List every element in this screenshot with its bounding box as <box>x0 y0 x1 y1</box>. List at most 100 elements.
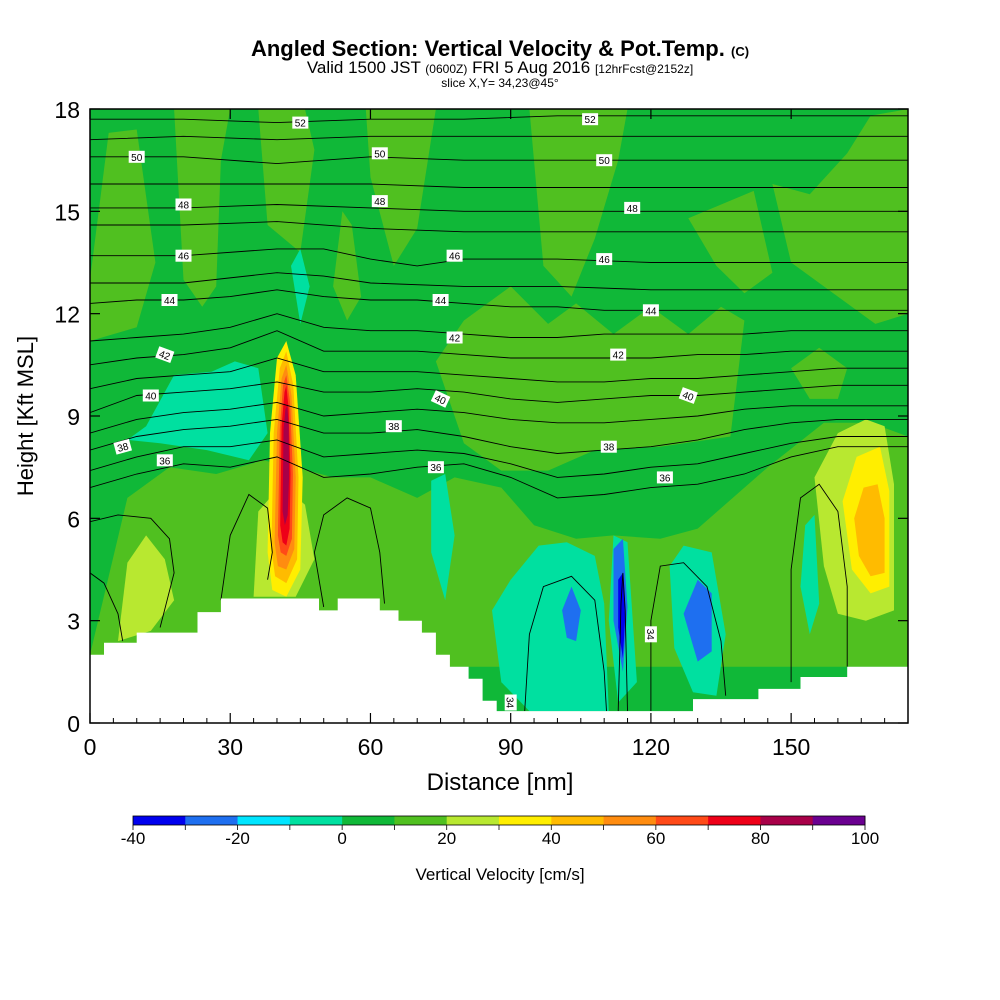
theta-contour <box>650 562 727 712</box>
theta-contour <box>90 381 908 414</box>
contour-label: 38 <box>385 420 402 433</box>
contour-label-box <box>644 626 657 643</box>
contour-label: 48 <box>175 198 192 212</box>
contour-label-text: 50 <box>374 149 386 160</box>
contour-label: 34 <box>644 626 657 643</box>
contour-label-box <box>156 454 173 467</box>
velocity-fill-layer <box>90 109 908 712</box>
colorbar-swatch <box>446 816 500 825</box>
theta-contour <box>90 248 908 267</box>
contour-label-box <box>656 471 673 484</box>
contour-label: 52 <box>582 113 599 126</box>
contour-label-text: 36 <box>159 456 171 467</box>
contour-label-text: 42 <box>157 349 172 363</box>
colorbar-tick-label: -20 <box>225 829 250 848</box>
x-tick-label: 150 <box>772 734 810 760</box>
y-tick-label: 3 <box>67 609 80 635</box>
contour-label: 38 <box>600 440 617 454</box>
x-tick-label: 0 <box>84 734 97 760</box>
colorbar-swatch <box>760 816 814 825</box>
theta-contour-layer <box>90 115 908 712</box>
velocity-region <box>118 535 175 642</box>
contour-label-text: 50 <box>599 156 611 167</box>
valid-time-line: Valid 1500 JST (0600Z) FRI 5 Aug 2016 [1… <box>0 59 1000 78</box>
chart-title-text: Angled Section: Vertical Velocity & Pot.… <box>250 36 725 61</box>
contour-label-box <box>582 113 599 126</box>
contour-label: 36 <box>156 454 173 467</box>
contour-label-text: 44 <box>645 306 657 317</box>
colorbar-swatch <box>133 816 186 825</box>
contour-label: 42 <box>446 331 463 345</box>
contour-label-box <box>427 461 444 474</box>
contour-label-text: 50 <box>131 153 143 164</box>
y-tick-label: 9 <box>67 404 80 430</box>
contour-label-text: 48 <box>178 201 190 212</box>
contour-label-text: 42 <box>449 334 461 345</box>
theta-contour <box>90 313 908 342</box>
colorbar-swatch <box>551 816 605 825</box>
terrain-layer <box>90 598 908 723</box>
contour-label-box <box>155 346 175 363</box>
theta-contour <box>90 401 908 434</box>
contour-label: 44 <box>432 294 449 307</box>
contour-label-text: 40 <box>681 390 696 404</box>
contour-label-box <box>642 304 659 317</box>
y-axis-label: Height [Kft MSL] <box>13 336 38 496</box>
contour-label-box <box>432 294 449 306</box>
colorbar-tick-label: 100 <box>851 829 879 848</box>
colorbar: -40 -20 0 20 40 60 80 100 <box>121 815 879 848</box>
contour-label-text: 48 <box>374 197 386 208</box>
contour-label-box <box>446 249 463 262</box>
theta-contour <box>90 418 908 454</box>
contour-label-box <box>504 694 517 711</box>
contour-label: 46 <box>446 249 463 263</box>
colorbar-swatch <box>708 816 761 825</box>
chart-title-unit: (C) <box>731 44 750 59</box>
colorbar-label: Vertical Velocity [cm/s] <box>415 865 584 884</box>
contour-label: 44 <box>161 294 178 307</box>
contour-label-box <box>446 331 463 344</box>
velocity-region <box>791 347 848 399</box>
contour-label-text: 42 <box>613 351 625 362</box>
theta-contour <box>90 436 908 478</box>
x-tick-label: 120 <box>632 734 670 760</box>
velocity-region <box>854 484 885 577</box>
contour-label-box <box>385 420 402 433</box>
theta-contour <box>617 572 628 712</box>
theta-contour <box>90 272 908 291</box>
y-tick-label: 0 <box>67 711 80 737</box>
contour-label-text: 52 <box>585 115 597 126</box>
contour-label-box <box>624 201 641 214</box>
contour-label: 34 <box>504 694 517 711</box>
colorbar-swatch <box>394 816 448 825</box>
velocity-region <box>772 109 908 324</box>
colorbar-tick-label: 80 <box>751 829 770 848</box>
contour-label: 40 <box>678 387 698 404</box>
contour-label-box <box>596 154 613 167</box>
contour-label-box <box>610 348 627 361</box>
slice-line: slice X,Y= 34,23@45° <box>441 76 559 90</box>
theta-contour <box>524 575 607 712</box>
colorbar-tick-label: -40 <box>121 829 146 848</box>
contour-label-text: 40 <box>145 392 157 403</box>
theta-contour <box>90 330 908 366</box>
theta-contour <box>313 497 385 608</box>
contour-label: 50 <box>371 147 388 160</box>
y-tick-label: 18 <box>54 97 80 123</box>
contour-label-box <box>161 294 178 306</box>
velocity-region <box>431 474 455 601</box>
colorbar-swatch <box>812 816 866 825</box>
contour-label: 40 <box>142 389 159 403</box>
theta-contour <box>90 572 124 642</box>
velocity-region <box>258 109 315 253</box>
contour-label-text: 48 <box>627 204 639 215</box>
colorbar-tick-label: 0 <box>337 829 346 848</box>
terrain <box>90 598 908 723</box>
contour-label: 48 <box>624 201 641 215</box>
y-tick-label: 12 <box>54 302 80 328</box>
velocity-region <box>291 248 310 324</box>
velocity-region <box>800 514 820 635</box>
contour-label-box <box>142 389 159 402</box>
velocity-region <box>562 586 581 642</box>
